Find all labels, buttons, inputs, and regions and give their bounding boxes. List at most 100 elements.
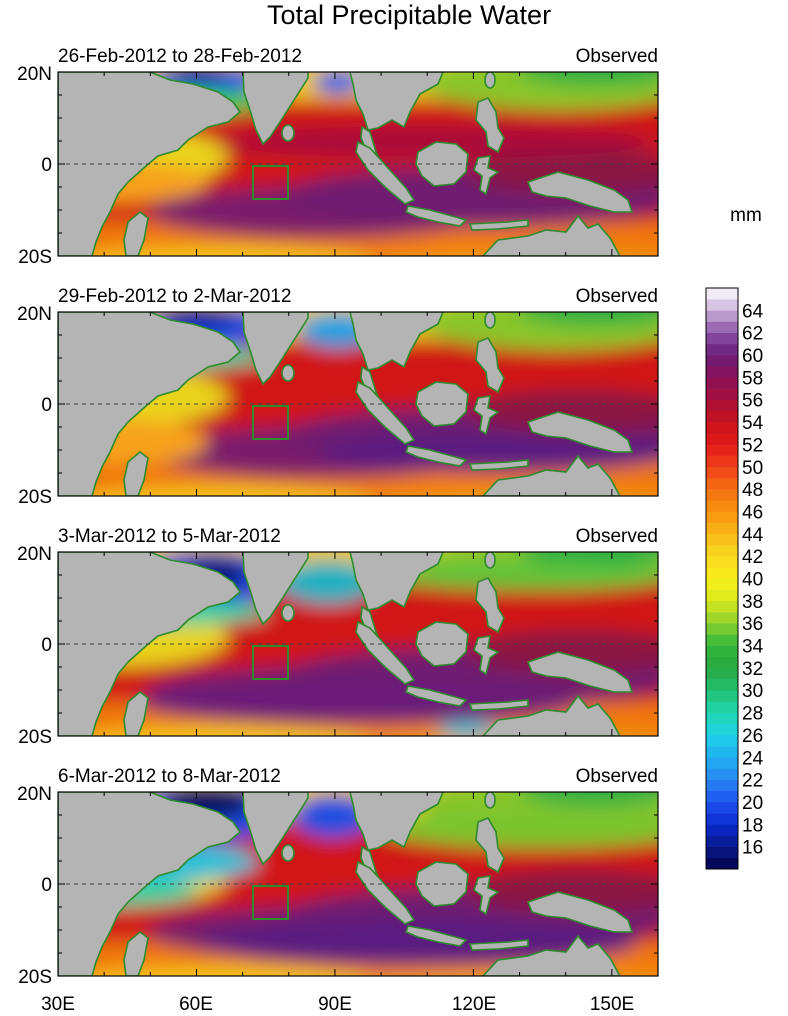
panel-4-lat-0: 0 — [41, 875, 52, 896]
colorbar-bin — [706, 623, 738, 635]
colorbar-bin — [706, 477, 738, 490]
map-panel-2 — [57, 311, 659, 497]
colorbar-frame — [705, 287, 739, 870]
colorbar-bin — [706, 679, 738, 691]
colorbar-tick-label: 34 — [742, 637, 764, 658]
map-panel-1 — [57, 71, 659, 257]
colorbar-bin — [706, 321, 738, 333]
colorbar-tick-label: 40 — [742, 570, 763, 591]
panel-4-tag: Observed — [576, 766, 658, 787]
colorbar-bin — [706, 701, 738, 713]
colorbar-tick-label: 42 — [742, 547, 763, 568]
panel-3-lat-0: 0 — [41, 635, 52, 656]
colorbar-tick-label: 36 — [742, 614, 763, 635]
panel-1-ticks — [57, 71, 659, 257]
colorbar-tick-label: 60 — [742, 346, 763, 367]
colorbar-tick-label: 26 — [742, 726, 763, 747]
colorbar-bin — [706, 355, 738, 367]
colorbar-bin — [706, 444, 738, 456]
colorbar-tick-label: 16 — [742, 838, 763, 859]
colorbar-tick-label: 44 — [742, 525, 764, 546]
colorbar-bin — [706, 556, 738, 568]
panel-3-tag: Observed — [576, 526, 658, 547]
colorbar-bin — [706, 712, 738, 725]
colorbar-tick-label: 24 — [742, 748, 764, 769]
panel-3-lat-20n: 20N — [17, 544, 52, 565]
colorbar-tick-label: 52 — [742, 435, 763, 456]
colorbar-bin — [706, 790, 738, 803]
colorbar-bin — [706, 466, 738, 479]
colorbar-bin — [706, 612, 738, 624]
colorbar-bin — [706, 299, 738, 311]
tpw-field — [58, 72, 658, 256]
colorbar-unit: mm — [730, 205, 762, 226]
colorbar-bin — [706, 422, 738, 434]
panel-2-lat-0: 0 — [41, 395, 52, 416]
colorbar-bin — [706, 600, 738, 613]
panel-2-lat-20n: 20N — [17, 304, 52, 325]
colorbar-tick-label: 56 — [742, 391, 763, 412]
colorbar-bin — [706, 746, 738, 758]
colorbar-labels: 1618202224262830323436384042444648505254… — [742, 301, 764, 858]
panel-1-tag: Observed — [576, 46, 658, 67]
colorbar — [705, 287, 739, 870]
colorbar-bin — [706, 343, 738, 356]
study-box — [252, 885, 289, 920]
colorbar-bin — [706, 656, 738, 669]
panel-4-date-range: 6-Mar-2012 to 8-Mar-2012 — [58, 766, 281, 787]
lon-label-150e: 150E — [590, 994, 634, 1015]
colorbar-tick-label: 30 — [742, 681, 763, 702]
colorbar-bin — [706, 310, 738, 322]
colorbar-bin — [706, 690, 738, 702]
colorbar-bin — [706, 410, 738, 423]
colorbar-bin — [706, 500, 738, 512]
panel-4-lat-20n: 20N — [17, 784, 52, 805]
colorbar-bin — [706, 377, 738, 389]
panel-4-ticks — [57, 791, 659, 977]
lon-label-90e: 90E — [318, 994, 352, 1015]
study-box — [252, 645, 289, 680]
lon-label-120e: 120E — [452, 994, 496, 1015]
panel-3-lat-20s: 20S — [18, 727, 52, 748]
colorbar-tick-label: 28 — [742, 704, 763, 725]
panel-2-tag: Observed — [576, 286, 658, 307]
colorbar-bin — [706, 634, 738, 646]
panel-2-date-range: 29-Feb-2012 to 2-Mar-2012 — [58, 286, 291, 307]
colorbar-tick-label: 62 — [742, 324, 763, 345]
colorbar-bin — [706, 723, 738, 736]
colorbar-bin — [706, 522, 738, 535]
colorbar-bin — [706, 813, 738, 825]
colorbar-bin — [706, 734, 738, 747]
colorbar-tick-label: 54 — [742, 413, 764, 434]
colorbar-tick-label: 58 — [742, 368, 763, 389]
colorbar-bin — [706, 511, 738, 523]
colorbar-bin — [706, 489, 738, 501]
colorbar-bin — [706, 288, 738, 300]
panel-3-ticks — [57, 551, 659, 737]
panel-4-lat-20s: 20S — [18, 967, 52, 988]
panel-3-date-range: 3-Mar-2012 to 5-Mar-2012 — [58, 526, 281, 547]
colorbar-bin — [706, 835, 738, 847]
tpw-field — [58, 792, 658, 976]
colorbar-bin — [706, 768, 738, 780]
colorbar-tick-label: 38 — [742, 592, 763, 613]
colorbar-bin — [706, 857, 738, 870]
panel-2-ticks — [57, 311, 659, 497]
colorbar-bin — [706, 455, 738, 468]
colorbar-bin — [706, 366, 738, 378]
study-box — [252, 165, 289, 200]
colorbar-bin — [706, 645, 738, 658]
colorbar-tick-label: 46 — [742, 502, 763, 523]
colorbar-bin — [706, 399, 738, 412]
colorbar-bin — [706, 589, 738, 602]
colorbar-tick-label: 64 — [742, 301, 764, 322]
lon-label-30e: 30E — [41, 994, 75, 1015]
panel-1-lat-20n: 20N — [17, 64, 52, 85]
lon-label-60e: 60E — [179, 994, 213, 1015]
colorbar-bin — [706, 433, 738, 445]
map-panel-3 — [57, 551, 659, 737]
colorbar-bin — [706, 667, 738, 680]
colorbar-bin — [706, 544, 738, 557]
figure-title: Total Precipitable Water — [267, 0, 551, 30]
